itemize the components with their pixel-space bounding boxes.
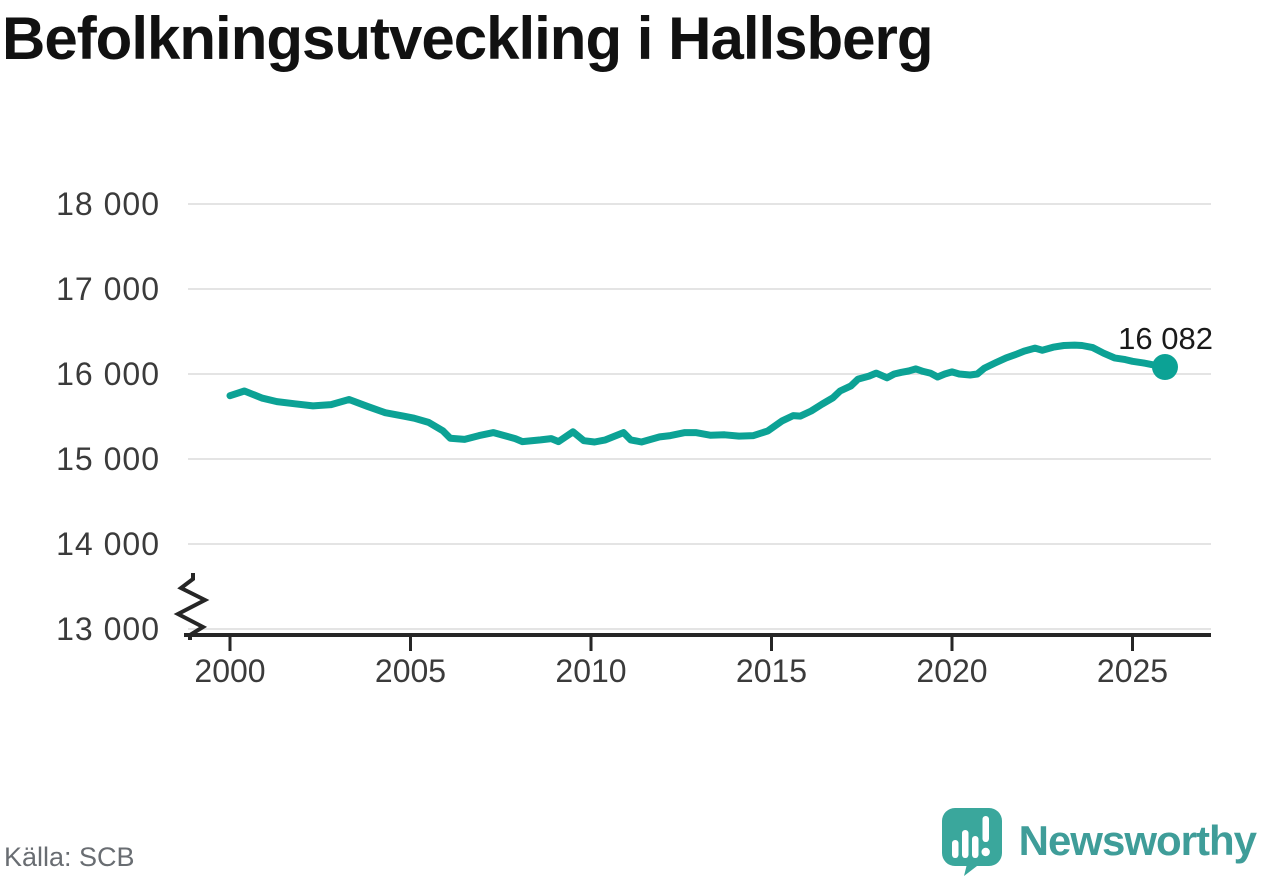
- source-note: Källa: SCB: [4, 842, 135, 872]
- y-tick-label: 14 000: [56, 526, 160, 562]
- newsworthy-logo-text: Newsworthy: [1018, 817, 1257, 864]
- page-title: Befolkningsutveckling i Hallsberg: [2, 5, 934, 72]
- population-line: [226, 341, 1169, 446]
- end-value-label: 16 082: [1118, 321, 1213, 356]
- exclamation-dot: [981, 847, 990, 857]
- y-tick-label: 15 000: [56, 441, 160, 477]
- x-tick-label: 2010: [555, 653, 626, 689]
- y-tick-label: 18 000: [56, 186, 160, 222]
- y-tick-label: 16 000: [56, 356, 160, 392]
- x-tick-label: 2005: [375, 653, 446, 689]
- x-tick-label: 2000: [194, 653, 265, 689]
- x-tick-label: 2015: [736, 653, 807, 689]
- y-tick-label: 13 000: [56, 611, 160, 647]
- x-tick-label: 2020: [916, 653, 987, 689]
- end-point-dot: [1151, 354, 1178, 381]
- axis-break-icon: [173, 573, 210, 640]
- newsworthy-speech-bubble-bar-chart-icon: [941, 808, 1002, 876]
- y-tick-label: 17 000: [56, 271, 160, 307]
- exclamation-bar: [982, 816, 989, 842]
- x-tick-label: 2025: [1097, 653, 1168, 689]
- newsworthy-logo: Newsworthy: [939, 806, 1257, 876]
- bar-chart-glyph: [951, 816, 990, 858]
